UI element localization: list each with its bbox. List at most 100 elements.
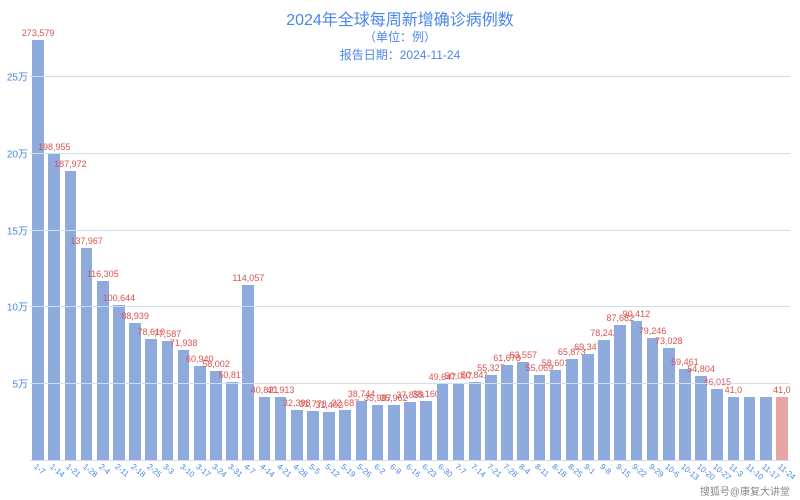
bar-value-label: 90,412 <box>623 309 651 319</box>
bar <box>517 362 529 460</box>
bar <box>631 321 643 460</box>
y-tick-label: 25万 <box>0 69 28 84</box>
x-tick-label: 8-18 <box>550 462 568 479</box>
x-tick-label: 2-4 <box>97 462 112 476</box>
x-tick-label: 2-18 <box>129 462 147 479</box>
watermark: 搜狐号@康复大讲堂 <box>700 483 790 498</box>
x-tick-label: 5-5 <box>307 462 322 476</box>
x-tick-label: 6-9 <box>388 462 403 476</box>
y-tick-label: 10万 <box>0 299 28 314</box>
bar <box>566 359 578 460</box>
x-tick-label: 6-16 <box>404 462 422 479</box>
bar <box>437 384 449 460</box>
x-tick-label: 9-22 <box>631 462 649 479</box>
x-tick-label: 1-28 <box>81 462 99 479</box>
bar <box>356 401 368 460</box>
chart-title: 2024年全球每周新增确诊病例数 <box>0 6 800 30</box>
bar <box>501 365 513 460</box>
bar <box>388 405 400 460</box>
bar <box>404 402 416 460</box>
bar-value-label: 114,057 <box>232 273 264 283</box>
x-tick-label: 8-25 <box>566 462 584 479</box>
bar <box>259 397 271 460</box>
bar-value-label: 187,972 <box>54 159 87 169</box>
bar-value-label: 41,0 <box>725 385 743 395</box>
x-tick-label: 2-25 <box>145 462 163 479</box>
x-tick-label: 9-15 <box>614 462 632 479</box>
x-tick-label: 1-21 <box>65 462 83 479</box>
x-tick-label: 1-7 <box>32 462 47 476</box>
x-tick-label: 9-29 <box>647 462 665 479</box>
bar <box>647 338 659 460</box>
y-tick-label: 5万 <box>0 376 28 391</box>
y-tick-label: 15万 <box>0 222 28 237</box>
bar <box>372 405 384 460</box>
bar-value-label: 40,913 <box>267 385 295 395</box>
x-axis: 1-71-141-211-282-42-112-182-253-33-103-1… <box>30 460 790 500</box>
x-tick-label: 11-24 <box>776 462 797 482</box>
bar-value-label: 116,305 <box>87 269 119 279</box>
bar <box>695 376 707 460</box>
x-tick-label: 10-6 <box>663 462 681 479</box>
bar <box>711 389 723 460</box>
bar <box>81 248 93 460</box>
bar <box>534 375 546 460</box>
x-tick-label: 7-28 <box>501 462 519 479</box>
bar <box>194 366 206 460</box>
bar <box>323 412 335 460</box>
x-tick-label: 3-3 <box>162 462 177 476</box>
x-tick-label: 7-7 <box>453 462 468 476</box>
bar <box>453 383 465 460</box>
y-tick-label: 20万 <box>0 145 28 160</box>
bar <box>178 350 190 460</box>
x-tick-label: 4-21 <box>275 462 293 479</box>
bar <box>32 40 44 460</box>
bars-container: 273,579198,955187,972137,967116,305100,6… <box>30 30 790 460</box>
bar <box>728 397 740 460</box>
bar <box>291 410 303 460</box>
x-tick-label: 3-24 <box>210 462 228 479</box>
x-tick-label: 3-31 <box>226 462 244 479</box>
bar-value-label: 100,644 <box>103 293 136 303</box>
bar <box>242 285 254 460</box>
grid-line <box>30 383 790 384</box>
bar-value-label: 73,028 <box>655 336 683 346</box>
x-tick-label: 9-8 <box>598 462 613 476</box>
x-tick-label: 7-21 <box>485 462 503 479</box>
bar <box>485 375 497 460</box>
bar <box>582 354 594 460</box>
grid-line <box>30 153 790 154</box>
x-tick-label: 6-23 <box>420 462 438 479</box>
plot-area: 273,579198,955187,972137,967116,305100,6… <box>30 30 790 460</box>
x-tick-label: 4-7 <box>243 462 258 476</box>
bar-value-label: 71,938 <box>170 338 198 348</box>
x-tick-label: 4-14 <box>259 462 277 479</box>
bar-value-label: 54,804 <box>687 364 715 374</box>
bar <box>420 401 432 460</box>
bar-value-label: 41,0 <box>773 385 791 395</box>
grid-line <box>30 230 790 231</box>
bar <box>598 340 610 460</box>
x-tick-label: 6-2 <box>372 462 387 476</box>
bar <box>614 325 626 460</box>
bar-chart: 2024年全球每周新增确诊病例数 （单位：例） 报告日期：2024-11-24 … <box>0 0 800 500</box>
x-tick-label: 3-17 <box>194 462 212 479</box>
x-tick-label: 4-28 <box>291 462 309 479</box>
bar-value-label: 273,579 <box>22 28 55 38</box>
bar-value-label: 137,967 <box>70 236 103 246</box>
bar <box>65 171 77 460</box>
bar <box>469 382 481 460</box>
x-tick-label: 6-30 <box>437 462 455 479</box>
bar <box>97 281 109 460</box>
x-tick-label: 5-12 <box>323 462 341 479</box>
bar-value-label: 88,939 <box>121 311 149 321</box>
x-tick-label: 2-11 <box>113 462 131 479</box>
grid-line <box>30 76 790 77</box>
bar <box>145 339 157 460</box>
bar <box>760 397 772 460</box>
bar <box>210 371 222 460</box>
bar <box>162 341 174 460</box>
x-tick-label: 9-1 <box>582 462 597 476</box>
bar <box>129 323 141 460</box>
x-tick-label: 11-10 <box>744 462 765 482</box>
